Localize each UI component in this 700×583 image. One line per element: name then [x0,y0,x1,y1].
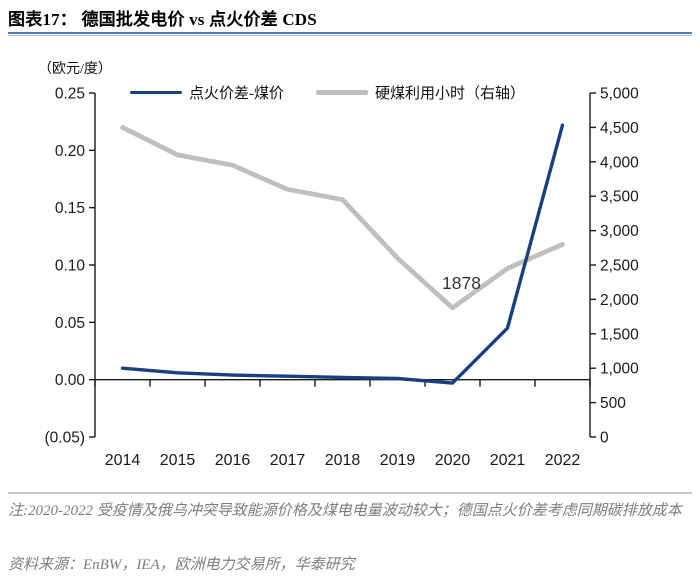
left-axis-tick-label: 0.05 [55,315,85,332]
x-axis-category-label: 2018 [325,452,361,469]
left-axis-unit-label: （欧元/度） [38,62,112,77]
left-axis-tick-label: 0.20 [55,143,86,160]
left-axis-tick-label: (0.05) [45,430,86,447]
right-axis-tick-label: 4,500 [600,120,639,137]
legend-label: 硬煤利用小时（右轴） [375,86,526,102]
x-axis-category-label: 2017 [270,452,306,469]
title-underline-light [8,35,692,36]
series-line-spark-spread [120,123,565,385]
x-axis-category-label: 2016 [215,452,251,469]
x-axis-category-label: 2019 [380,452,416,469]
right-axis-tick-label: 0 [600,430,609,447]
legend-label: 点火价差-煤价 [189,86,284,102]
right-axis-tick-label: 4,000 [600,154,639,171]
x-axis-category-label: 2014 [105,452,141,469]
right-axis-tick-label: 2,000 [600,292,639,309]
left-axis-tick-label: 0.15 [55,200,85,217]
right-axis-tick-label: 5,000 [600,86,639,103]
chart-legend: 点火价差-煤价 硬煤利用小时（右轴） [130,82,525,103]
data-label-1878: 1878 [442,273,481,293]
right-axis-tick-label: 500 [600,395,626,412]
x-axis-category-label: 2021 [490,452,526,469]
legend-line-swatch-gray [316,90,368,95]
right-axis-tick-label: 3,500 [600,189,639,206]
legend-item-hard-coal-hours: 硬煤利用小时（右轴） [316,82,525,103]
x-axis-category-label: 2022 [545,452,581,469]
right-axis-tick-label: 1,500 [600,326,639,343]
right-axis-tick-label: 3,000 [600,223,639,240]
x-axis-category-label: 2015 [160,452,196,469]
legend-line-swatch-blue [130,90,182,95]
x-axis-category-label: 2020 [435,452,471,469]
right-axis-tick-label: 1,000 [600,361,639,378]
right-axis-tick-label: 2,500 [600,258,639,275]
figure-note: 注:2020-2022 受疫情及俄乌冲突导致能源价格及煤电电量波动较大；德国点火… [8,503,682,519]
legend-item-spark-spread: 点火价差-煤价 [130,82,284,103]
footer-separator [8,492,692,494]
left-axis-tick-label: 0.10 [55,258,86,275]
series-line-hard-coal-hours [120,125,565,311]
left-axis-tick-label: 0.00 [55,372,86,389]
line-chart: 0.25 0.20 0.15 0.10 0.05 0.00 (0.05) 5,000 4,500… [45,86,640,470]
title-underline [8,32,692,34]
left-axis-tick-label: 0.25 [55,86,85,103]
figure-title: 图表17： 德国批发电价 vs 点火价差 CDS [8,10,317,29]
figure-source: 资料来源：EnBW，IEA，欧洲电力交易所，华泰研究 [8,557,355,573]
